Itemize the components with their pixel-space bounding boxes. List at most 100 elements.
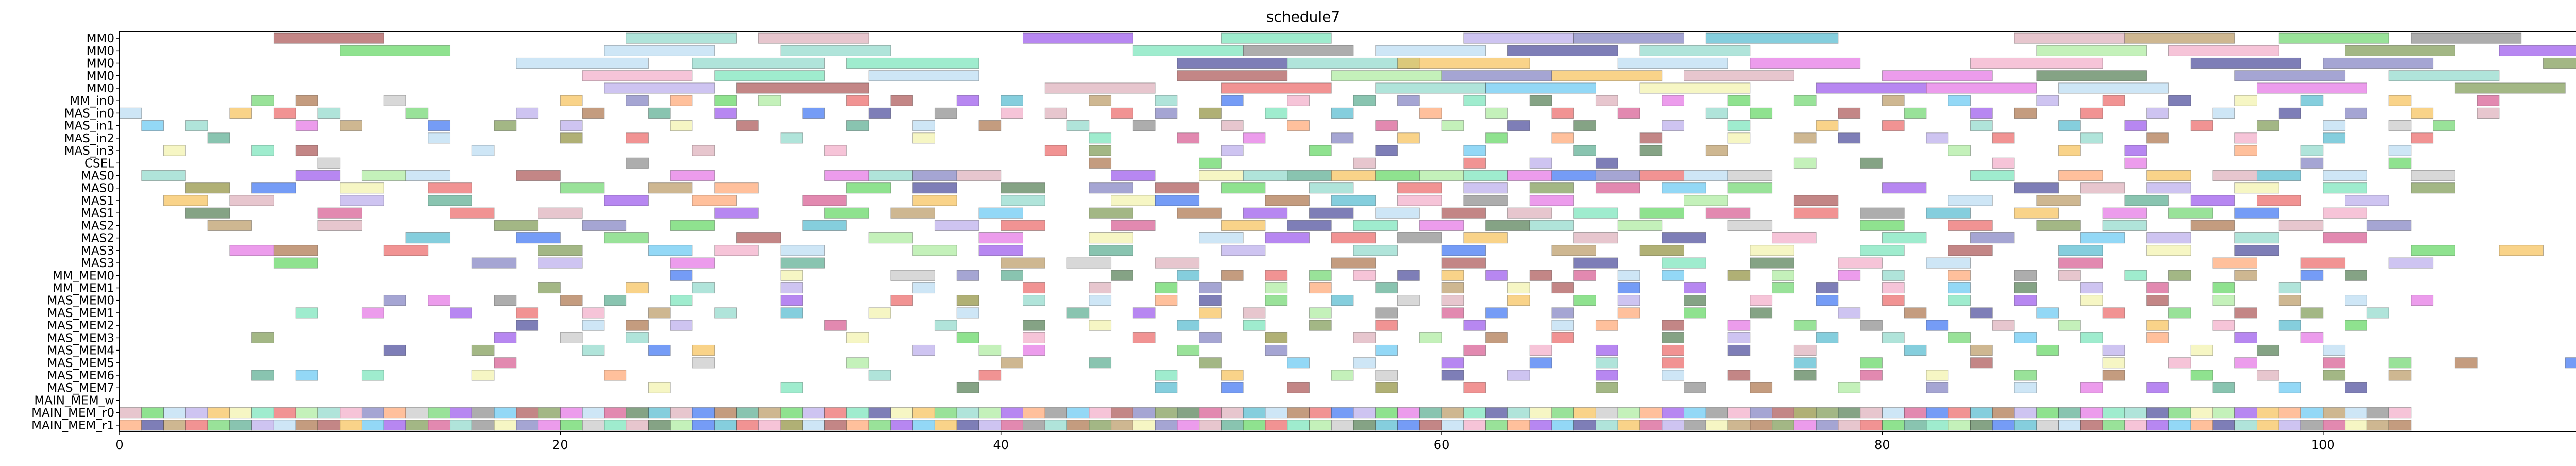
task-bar: [2256, 195, 2301, 206]
task-bar: [1507, 295, 1530, 306]
task-bar: [185, 407, 208, 419]
task-bar: [1617, 220, 1663, 231]
task-bar: [340, 182, 384, 194]
task-bar: [1397, 270, 1420, 281]
task-bar: [1397, 95, 1420, 106]
task-bar: [890, 407, 913, 419]
task-bar: [2036, 195, 2081, 206]
task-bar: [494, 120, 517, 131]
task-bar: [1705, 145, 1728, 156]
task-bar: [1551, 245, 1596, 256]
task-bar: [185, 182, 230, 194]
task-bar: [1551, 332, 1574, 343]
task-bar: [1551, 70, 1663, 81]
task-bar: [2388, 420, 2412, 431]
task-bar: [2190, 344, 2213, 356]
task-bar: [2190, 195, 2235, 206]
task-bar: [2366, 220, 2412, 231]
task-bar: [1177, 70, 1288, 81]
task-bar: [2212, 320, 2235, 331]
task-bar: [692, 407, 715, 419]
task-bar: [1243, 420, 1266, 431]
task-bar: [1066, 407, 1090, 419]
task-bar: [1793, 344, 1817, 356]
task-bar: [1243, 307, 1266, 319]
task-bar: [1926, 420, 1949, 431]
task-bar: [119, 407, 142, 419]
task-bar: [361, 420, 384, 431]
task-bar: [1838, 132, 1861, 144]
task-bar: [1309, 320, 1332, 331]
task-bar: [1243, 170, 1288, 181]
task-bar: [1838, 270, 1861, 281]
task-bar: [2058, 270, 2081, 281]
task-bar: [1793, 195, 1839, 206]
task-bar: [956, 307, 979, 319]
task-bar: [978, 120, 1002, 131]
task-bar: [2323, 407, 2346, 419]
task-bar: [1331, 257, 1376, 269]
task-bar: [1529, 95, 1552, 106]
task-bar: [1089, 295, 1112, 306]
task-bar: [1022, 295, 1045, 306]
task-bar: [2278, 295, 2301, 306]
task-bar: [1573, 257, 1618, 269]
task-bar: [1243, 407, 1266, 419]
task-bar: [626, 332, 649, 343]
task-bar: [2014, 207, 2059, 219]
task-bar: [956, 170, 1002, 181]
task-bar: [890, 420, 913, 431]
x-tick-label: 40: [993, 438, 1009, 452]
task-bar: [1551, 107, 1574, 119]
chart-title: schedule7: [1266, 8, 1340, 25]
task-bar: [2146, 170, 2191, 181]
task-bar: [1265, 282, 1288, 294]
task-bar: [1551, 407, 1574, 419]
task-bar: [2058, 120, 2081, 131]
task-bar: [1177, 270, 1200, 281]
task-bar: [780, 307, 803, 319]
task-bar: [1287, 220, 1332, 231]
task-bar: [273, 32, 384, 44]
task-bar: [780, 132, 803, 144]
task-bar: [1617, 420, 1640, 431]
task-bar: [251, 420, 274, 431]
task-bar: [1750, 295, 1773, 306]
task-bar: [1221, 82, 1332, 94]
task-bar: [2080, 295, 2103, 306]
task-bar: [626, 95, 649, 106]
task-bar: [1463, 32, 1574, 44]
task-bar: [383, 407, 406, 419]
task-bar: [2124, 32, 2235, 44]
task-bar: [626, 407, 649, 419]
task-bar: [1199, 407, 1222, 419]
y-tick-label: MAS_MEM3: [47, 331, 114, 345]
task-bar: [1111, 107, 1133, 119]
task-bar: [1397, 232, 1442, 244]
task-bar: [2102, 407, 2125, 419]
task-bar: [1331, 370, 1354, 381]
task-bar: [1595, 170, 1640, 181]
task-bar: [1199, 157, 1222, 169]
task-bar: [2278, 382, 2301, 393]
task-bar: [2234, 207, 2279, 219]
task-bar: [516, 170, 561, 181]
task-bar: [295, 170, 341, 181]
task-bar: [251, 145, 274, 156]
task-bar: [1595, 420, 1618, 431]
task-bar: [340, 120, 362, 131]
task-bar: [2168, 357, 2191, 369]
task-bar: [2323, 420, 2346, 431]
task-bar: [1309, 407, 1332, 419]
task-bar: [934, 107, 957, 119]
task-bar: [846, 95, 869, 106]
task-bar: [2234, 95, 2257, 106]
task-bar: [471, 407, 495, 419]
task-bar: [1221, 420, 1244, 431]
task-bar: [516, 407, 539, 419]
task-bar: [2366, 307, 2389, 319]
task-bar: [1044, 107, 1067, 119]
task-bar: [273, 107, 296, 119]
